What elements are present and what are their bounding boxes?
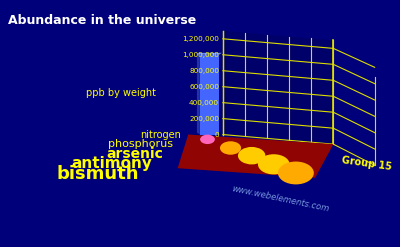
Text: nitrogen: nitrogen: [140, 129, 180, 140]
Text: antimony: antimony: [71, 156, 152, 171]
Polygon shape: [223, 31, 333, 144]
Ellipse shape: [258, 154, 290, 174]
Text: 600,000: 600,000: [189, 84, 219, 90]
Text: 0: 0: [214, 132, 219, 138]
Text: 1,000,000: 1,000,000: [182, 52, 219, 58]
Text: bismuth: bismuth: [57, 165, 139, 183]
Text: 800,000: 800,000: [189, 68, 219, 74]
Text: 400,000: 400,000: [189, 100, 219, 106]
Text: 1,200,000: 1,200,000: [182, 36, 219, 42]
Ellipse shape: [238, 147, 266, 165]
Text: Group 15: Group 15: [341, 155, 392, 172]
Polygon shape: [178, 135, 333, 178]
Polygon shape: [178, 135, 333, 178]
Ellipse shape: [278, 162, 314, 185]
Text: arsenic: arsenic: [106, 147, 163, 161]
Text: phosphorus: phosphorus: [108, 139, 173, 149]
Ellipse shape: [220, 141, 241, 155]
Text: 200,000: 200,000: [189, 116, 219, 122]
Bar: [200, 55, 219, 135]
Ellipse shape: [200, 135, 215, 144]
Text: www.webelements.com: www.webelements.com: [230, 184, 330, 214]
Polygon shape: [197, 53, 200, 135]
Text: ppb by weight: ppb by weight: [86, 88, 156, 98]
Text: Abundance in the universe: Abundance in the universe: [8, 14, 196, 26]
Polygon shape: [197, 53, 222, 55]
